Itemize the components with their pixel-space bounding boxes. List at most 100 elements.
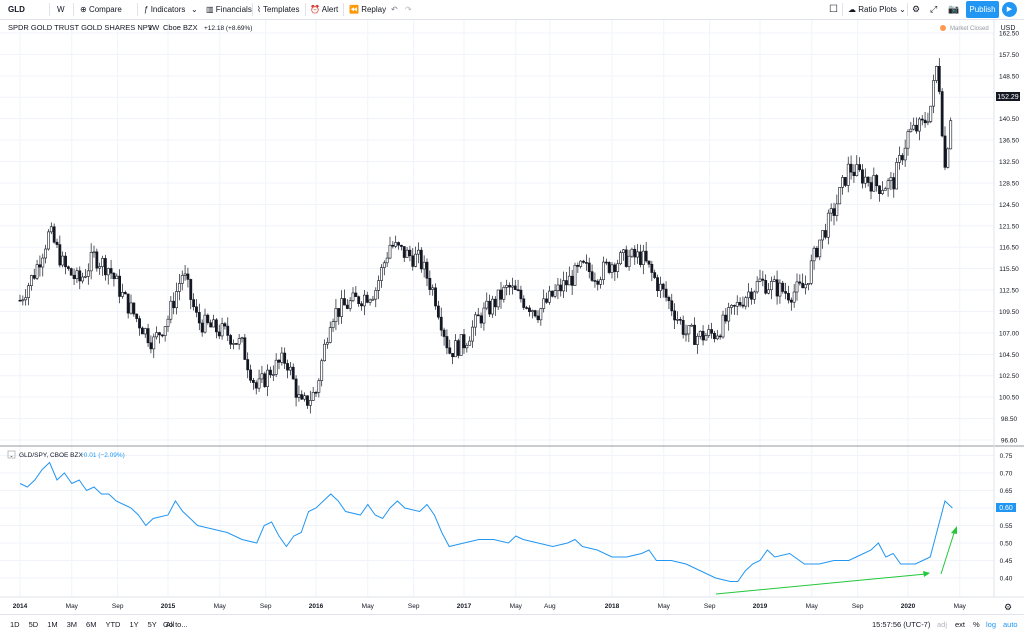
range-button-1d[interactable]: 1D [10,620,20,629]
candle-body [84,276,87,278]
chevron-down-icon[interactable]: ⌄ [191,5,198,14]
time-tick-label: 2019 [753,603,768,610]
auto-toggle[interactable]: auto [1003,620,1018,629]
candle-body [715,335,719,340]
camera-icon[interactable]: 📷 [948,4,960,14]
candle-body [590,271,594,281]
interval-button[interactable]: W [57,5,65,14]
collapse-toggle[interactable] [7,450,16,459]
symbol-search[interactable]: GLD [8,5,25,14]
candle-body [718,335,722,338]
candle-body [613,264,617,272]
range-button-6m[interactable]: 6M [86,620,97,629]
candle-body [32,275,36,279]
range-button-all[interactable]: All [165,620,175,629]
goto-button[interactable]: Go to... [163,620,188,629]
time-tick-label: May [362,603,375,610]
clock-time[interactable]: 15:57:56 (UTC-7) [872,620,931,629]
range-button-1y[interactable]: 1Y [129,620,139,629]
range-button-ytd[interactable]: YTD [105,620,121,629]
candle-body [693,324,696,345]
undo-icon[interactable]: ↶ [391,5,398,14]
replay-label: Replay [361,5,387,14]
price-tick-label: 128.50 [999,180,1019,187]
time-axis-settings-icon[interactable]: ⚙ [1004,602,1012,612]
candle-body [809,260,813,284]
fullscreen-square-icon[interactable]: ☐ [829,4,838,15]
settings-gear-icon[interactable]: ⚙ [912,4,921,14]
expand-icon[interactable]: ⤢ [930,4,938,14]
candle-body [331,321,335,328]
candle-body [29,275,33,287]
candle-body [761,278,765,281]
redo-icon[interactable]: ↷ [405,5,412,14]
candle-body [451,353,455,358]
candle-body [895,162,899,190]
range-button-5d[interactable]: 5D [28,620,39,629]
ratio-plots-button[interactable]: ☁ Ratio Plots ⌄ [848,0,906,19]
range-button-5y[interactable]: 5Y [147,620,157,629]
toolbar-divider [137,3,138,16]
candle-body [821,230,825,241]
ext-toggle[interactable]: ext [955,620,966,629]
candle-body [217,331,221,337]
candle-body [337,308,341,317]
candle-body [513,285,517,290]
templates-button[interactable]: ⌇ Templates [257,0,299,19]
adj-toggle[interactable]: adj [937,620,948,629]
candle-body [314,391,318,394]
log-toggle[interactable]: log [986,620,997,629]
play-icon[interactable]: ▶ [1002,2,1017,17]
candle-body [391,244,395,247]
compare-button[interactable]: ⊕ Compare [80,0,122,19]
candle-body [533,310,537,317]
trend-arrow-steep [940,529,956,575]
candle-body [920,118,924,121]
candle-body [769,281,773,291]
candle-body [343,298,346,306]
candle-body [829,208,833,214]
time-tick-label: Sep [408,603,420,610]
candle-body [121,292,124,297]
range-button-3m[interactable]: 3M [66,620,78,629]
legend-exchange: Cboe BZX [163,23,198,32]
last-price-label: 152.29 [997,94,1019,101]
candle-body [425,261,429,279]
last-ratio-label: 0.60 [999,505,1013,512]
ratio-tick-label: 0.55 [1000,523,1013,530]
alert-button[interactable]: ⏰ Alert [310,0,338,19]
candle-body [260,373,264,380]
candle-body [52,226,56,243]
percent-toggle[interactable]: % [973,620,980,629]
candle-body [419,249,423,270]
candle-body [926,121,930,124]
candle-body [263,373,267,387]
candle-body [362,294,366,307]
candle-body [212,319,215,328]
price-axis[interactable]: 162.50157.50148.50144.50140.50136.50132.… [999,31,1019,445]
ratio-axis[interactable]: 0.75 0.70 0.65 0.60 0.55 0.50 0.45 0.40 [1000,453,1013,583]
candle-body [616,263,620,272]
candle-body [861,169,864,184]
range-buttons: 1D 5D 1M 3M 6M YTD 1Y 5Y All [10,615,183,634]
publish-button[interactable]: Publish [966,1,999,18]
candle-body [499,289,503,300]
indicators-button[interactable]: ƒ Indicators [144,0,185,19]
candle-body [735,302,739,307]
candle-body [269,369,272,376]
candle-body [448,347,452,354]
price-tick-label: 115.50 [999,266,1019,273]
range-button-1m[interactable]: 1M [47,620,58,629]
plus-circle-icon: ⊕ [80,5,87,14]
time-axis[interactable]: 2014 May Sep 2015 May Sep 2016 May Sep 2017 May Aug… [13,603,967,610]
candle-body [354,292,358,297]
candle-body [64,255,67,268]
financials-button[interactable]: ▥ Financials [206,0,252,19]
candle-body [653,272,657,278]
replay-button[interactable]: ⏪ Replay [349,0,386,19]
candle-body [200,322,204,333]
last-price-tag [996,92,1020,101]
candle-body [169,300,173,320]
candle-body [656,277,659,292]
